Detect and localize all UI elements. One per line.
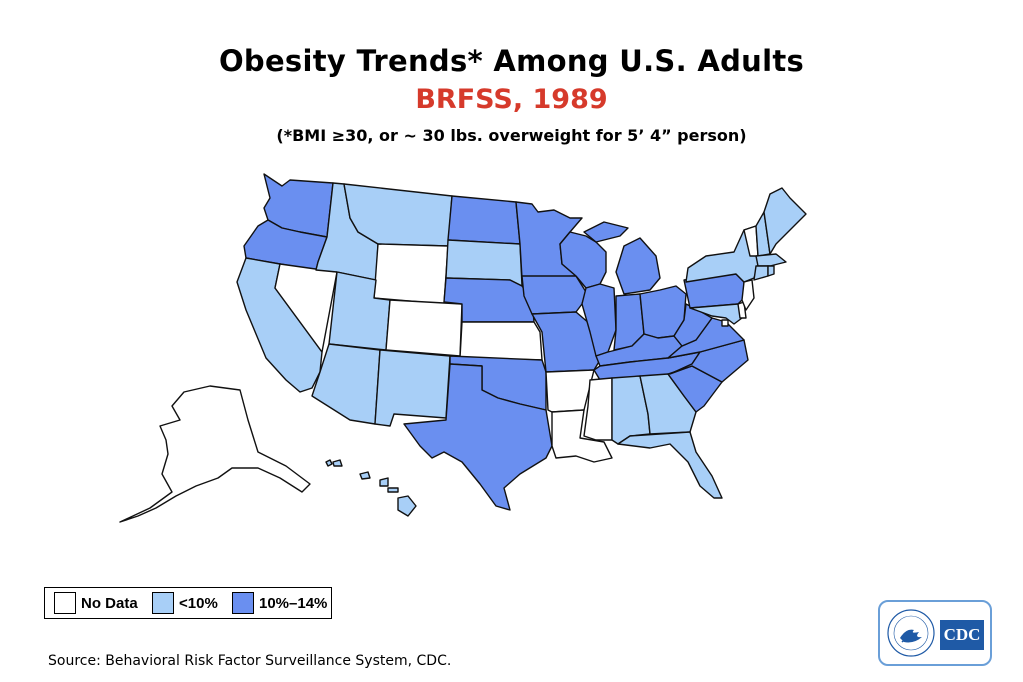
cdc-logo: CDC (878, 600, 992, 666)
state-nm (374, 349, 451, 427)
state-co (385, 299, 463, 357)
legend-swatch-lt10 (152, 592, 174, 614)
map-title: Obesity Trends* Among U.S. Adults (218, 44, 805, 78)
state-ia (521, 275, 587, 315)
state-wy (373, 243, 449, 305)
state-dc (721, 319, 729, 327)
state-ma (755, 253, 787, 267)
source-note: Source: Behavioral Risk Factor Surveilla… (48, 653, 452, 669)
map-subtitle: BRFSS, 1989 (415, 84, 608, 115)
legend-label-lt10: <10% (179, 595, 218, 612)
hhs-eagle-icon (887, 609, 935, 657)
state-ak (119, 385, 311, 523)
state-ct (753, 265, 769, 281)
legend-label-10-14: 10%–14% (259, 595, 328, 612)
state-wi (559, 231, 607, 289)
state-ks (459, 321, 543, 361)
state-nj (741, 279, 755, 311)
state-hi (325, 459, 417, 517)
state-la (551, 409, 613, 463)
cdc-logo-text: CDC (940, 620, 984, 650)
state-ar (545, 369, 595, 413)
state-fl (617, 431, 723, 499)
legend-swatch-no-data (54, 592, 76, 614)
legend-swatch-10-14 (232, 592, 254, 614)
legend: No Data <10% 10%–14% (44, 587, 332, 619)
state-nc (669, 339, 749, 383)
state-ri (767, 265, 775, 277)
state-tx (403, 363, 553, 511)
map-note: (*BMI ≥30, or ~ 30 lbs. overweight for 5… (276, 126, 747, 145)
state-mi (583, 221, 661, 295)
state-me (763, 187, 807, 255)
state-nd (447, 195, 521, 245)
legend-label-no-data: No Data (81, 595, 138, 612)
